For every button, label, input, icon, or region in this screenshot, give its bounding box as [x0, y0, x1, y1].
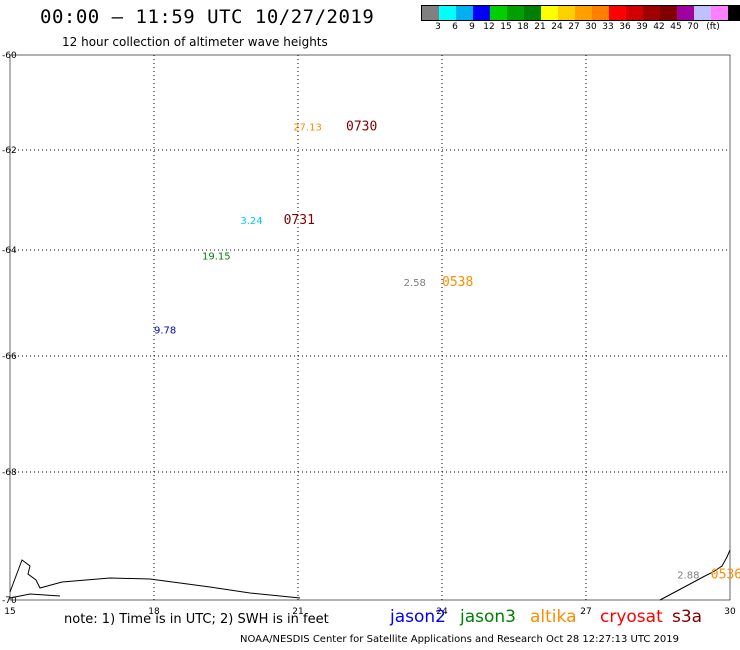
y-tick-label: -62	[2, 146, 17, 156]
coastline-east	[659, 549, 731, 601]
color-swatch	[643, 6, 660, 20]
coastline-west	[9, 559, 301, 599]
color-scale-label: 70	[687, 22, 699, 32]
color-swatch	[660, 6, 677, 20]
color-swatch	[575, 6, 592, 20]
map-grid	[9, 54, 731, 601]
color-scale-bar	[421, 5, 740, 21]
map-frame	[9, 54, 731, 601]
x-tick-label: 21	[292, 607, 303, 617]
color-scale-label: 24	[551, 22, 563, 32]
pass-time-label: 0730	[346, 119, 377, 134]
x-tick-label: 18	[148, 607, 160, 617]
satellite-legend-item: cryosat	[600, 607, 663, 627]
axis-ticks: 15 18 21 24 27 30 -60 -62 -64 -66 -68 -70	[2, 51, 736, 617]
color-scale-label: 21	[534, 22, 546, 32]
color-scale-label: 12	[483, 22, 495, 32]
wave-height-label: 19.15	[202, 251, 231, 262]
color-swatch	[490, 6, 507, 20]
y-tick-label: -64	[2, 246, 17, 256]
wave-height-label: 27.13	[293, 122, 322, 133]
color-scale-label: 42	[653, 22, 665, 32]
x-tick-label: 24	[436, 607, 448, 617]
pass-time-label: 0538	[442, 275, 473, 290]
coastline-shelf	[9, 593, 61, 599]
color-swatch	[609, 6, 626, 20]
color-swatch	[541, 6, 558, 20]
satellite-legend-item: jason3	[460, 607, 516, 627]
color-scale-label: 9	[469, 22, 475, 32]
y-tick-label: -66	[2, 352, 17, 362]
pass-time-label: 0731	[284, 213, 315, 228]
wave-height-label: 3.24	[240, 216, 262, 227]
color-scale-label: (ft)	[706, 22, 720, 32]
wave-height-label: 2.88	[677, 570, 699, 581]
color-scale-labels: 3 6 9 12 15 18 21 24 27 30 33 36 39 42 45 70 (ft)	[421, 22, 740, 34]
color-swatch	[422, 6, 439, 20]
color-scale-label: 6	[452, 22, 458, 32]
satellite-legend-item: altika	[530, 607, 577, 627]
x-tick-label: 15	[4, 607, 15, 617]
color-scale-label: 30	[585, 22, 597, 32]
color-swatch	[728, 6, 740, 20]
y-tick-label: -68	[2, 468, 17, 478]
color-swatch	[592, 6, 609, 20]
credit-line: NOAA/NESDIS Center for Satellite Applica…	[240, 634, 679, 645]
color-scale-label: 18	[517, 22, 529, 32]
color-swatch	[677, 6, 694, 20]
color-swatch	[558, 6, 575, 20]
color-scale-label: 33	[602, 22, 614, 32]
coastline	[9, 549, 731, 601]
color-swatch	[626, 6, 643, 20]
color-scale-label: 27	[568, 22, 580, 32]
color-swatch	[456, 6, 473, 20]
map-title: 00:00 – 11:59 UTC 10/27/2019	[40, 6, 375, 28]
units-note: note: 1) Time is in UTC; 2) SWH is in fe…	[64, 612, 329, 627]
satellite-legend-item: s3a	[672, 607, 703, 627]
color-scale-label: 39	[636, 22, 648, 32]
y-tick-label: -70	[2, 596, 17, 606]
color-swatch	[711, 6, 728, 20]
color-scale-label: 36	[619, 22, 631, 32]
color-swatch	[473, 6, 490, 20]
color-swatch	[694, 6, 711, 20]
satellite-legend-item: jason2	[390, 607, 446, 627]
wave-height-label: 2.58	[404, 278, 426, 289]
color-swatch	[524, 6, 541, 20]
map-subtitle: 12 hour collection of altimeter wave hei…	[62, 35, 328, 49]
y-tick-label: -60	[2, 51, 17, 61]
color-swatch	[507, 6, 524, 20]
color-scale-label: 45	[670, 22, 682, 32]
pass-time-label: 0536	[711, 567, 740, 582]
x-tick-label: 27	[580, 607, 591, 617]
observations-layer: 27.13 0730 3.24 0731 19.15 2.58 0538 9.78 2.88 05…	[154, 119, 740, 582]
color-scale-label: 3	[435, 22, 441, 32]
color-scale-label: 15	[500, 22, 512, 32]
color-swatch	[439, 6, 456, 20]
x-tick-label: 30	[724, 607, 736, 617]
wave-height-label: 9.78	[154, 326, 176, 337]
